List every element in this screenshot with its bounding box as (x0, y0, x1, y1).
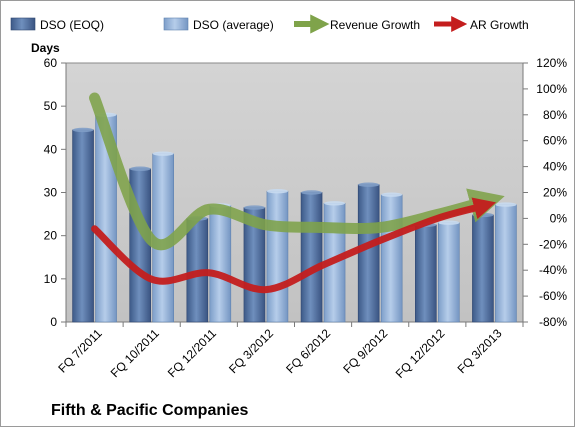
y-right-tick-label: 40% (543, 160, 567, 174)
y-right-tick-label: 100% (536, 82, 567, 96)
legend-label: Revenue Growth (330, 18, 420, 32)
bar-top-highlight (266, 189, 288, 194)
y-right-tick-label: -20% (539, 237, 567, 251)
y-right-tick-label: 120% (536, 56, 567, 70)
legend-swatch-dso-average (163, 17, 189, 31)
y-left-tick-label: 0 (50, 315, 57, 329)
legend-label: AR Growth (470, 18, 529, 32)
chart-title: Fifth & Pacific Companies (51, 402, 248, 419)
y-right-tick-label: -40% (539, 263, 567, 277)
bar-dso-eoq (72, 129, 94, 323)
y-right-tick-label: 0% (550, 211, 568, 225)
bar-top-highlight (72, 127, 94, 133)
bar-top-highlight (495, 202, 517, 207)
y-right-tick-label: 20% (543, 186, 567, 200)
bar-dso-average (438, 222, 460, 323)
y-left-tick-label: 60 (44, 56, 58, 70)
legend-label: DSO (average) (193, 18, 274, 32)
y-left-tick-label: 50 (44, 99, 58, 113)
x-category-label: FQ 7/2011 (55, 326, 105, 376)
legend-label: DSO (EOQ) (40, 18, 104, 32)
x-category-label: FQ 6/2012 (283, 326, 333, 376)
bar-top-highlight (324, 201, 346, 206)
y-left-tick-label: 20 (44, 229, 58, 243)
bar-top-highlight (472, 212, 494, 218)
y-right-tick-label: -80% (539, 315, 567, 329)
bar-dso-average (209, 205, 232, 323)
bar-dso-eoq (472, 214, 494, 323)
legend-swatch-dso-eoq (10, 17, 36, 31)
x-category-label: FQ 12/2011 (165, 326, 219, 380)
bar-dso-average (380, 194, 403, 323)
y-right-tick-label: 60% (543, 134, 567, 148)
y-left-tick-label: 10 (44, 272, 58, 286)
bar-dso-average (266, 190, 289, 323)
y-right-tick-label: -60% (539, 289, 567, 303)
bar-top-highlight (152, 151, 174, 156)
ar-growth-line (91, 197, 497, 294)
y-right-tick-label: 80% (543, 108, 567, 122)
bar-dso-eoq (415, 224, 437, 323)
bar-top-highlight (129, 166, 151, 171)
x-category-label: FQ 12/2012 (393, 326, 448, 381)
bar-top-highlight (358, 182, 380, 187)
x-category-label: FQ 3/2013 (455, 326, 505, 376)
x-category-label: FQ 3/2012 (226, 326, 276, 376)
bar-top-highlight (243, 205, 265, 210)
bar-top-highlight (301, 190, 323, 195)
bar-dso-eoq (300, 192, 323, 323)
bar-dso-eoq (357, 184, 380, 323)
x-category-label: FQ 9/2012 (340, 326, 390, 376)
revenue-growth-line (89, 92, 505, 251)
bar-top-highlight (381, 192, 403, 197)
bar-dso-average (495, 204, 517, 323)
y-left-tick-label: 30 (44, 186, 58, 200)
y-left-title: Days (31, 41, 60, 55)
x-category-label: FQ 10/2011 (108, 326, 162, 380)
y-left-tick-label: 40 (44, 142, 58, 156)
bar-top-highlight (438, 220, 460, 225)
